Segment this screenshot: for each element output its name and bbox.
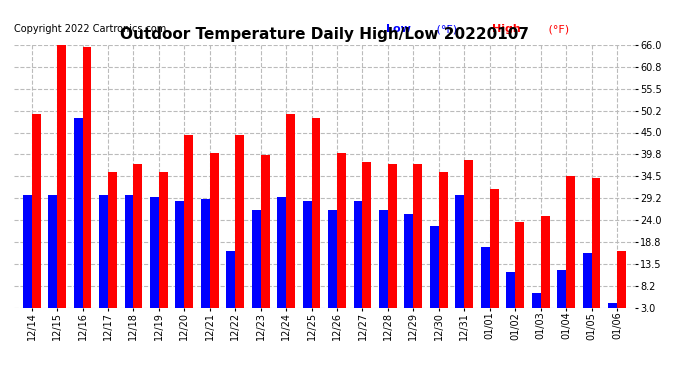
- Bar: [490, 189, 499, 308]
- Bar: [184, 135, 193, 308]
- Bar: [413, 164, 422, 308]
- Bar: [124, 195, 133, 308]
- Bar: [99, 195, 108, 308]
- Bar: [506, 272, 515, 308]
- Bar: [32, 114, 41, 308]
- Bar: [541, 216, 549, 308]
- Title: Outdoor Temperature Daily High/Low 20220107: Outdoor Temperature Daily High/Low 20220…: [120, 27, 529, 42]
- Bar: [617, 251, 626, 308]
- Bar: [532, 293, 541, 308]
- Bar: [159, 172, 168, 308]
- Bar: [312, 118, 320, 308]
- Bar: [515, 222, 524, 308]
- Bar: [558, 270, 566, 308]
- Bar: [303, 201, 312, 308]
- Bar: [591, 178, 600, 308]
- Bar: [252, 210, 261, 308]
- Text: Copyright 2022 Cartronics.com: Copyright 2022 Cartronics.com: [14, 24, 166, 34]
- Bar: [337, 153, 346, 308]
- Bar: [57, 45, 66, 308]
- Bar: [210, 153, 219, 308]
- Bar: [175, 201, 184, 308]
- Bar: [404, 214, 413, 308]
- Bar: [277, 197, 286, 308]
- Text: High: High: [492, 24, 521, 34]
- Bar: [74, 118, 83, 308]
- Bar: [388, 164, 397, 308]
- Bar: [235, 135, 244, 308]
- Bar: [261, 155, 270, 308]
- Bar: [379, 210, 388, 308]
- Bar: [608, 303, 617, 307]
- Bar: [23, 195, 32, 308]
- Bar: [83, 47, 91, 308]
- Bar: [455, 195, 464, 308]
- Bar: [439, 172, 448, 308]
- Text: (°F): (°F): [433, 24, 457, 34]
- Bar: [464, 160, 473, 308]
- Bar: [582, 254, 591, 308]
- Bar: [150, 197, 159, 308]
- Bar: [481, 247, 490, 308]
- Bar: [226, 251, 235, 308]
- Bar: [286, 114, 295, 308]
- Bar: [108, 172, 117, 308]
- Text: (°F): (°F): [545, 24, 569, 34]
- Text: Low: Low: [386, 24, 411, 34]
- Bar: [430, 226, 439, 308]
- Bar: [353, 201, 362, 308]
- Bar: [201, 199, 210, 308]
- Bar: [328, 210, 337, 308]
- Bar: [48, 195, 57, 308]
- Bar: [566, 176, 575, 308]
- Bar: [362, 162, 371, 308]
- Bar: [133, 164, 142, 308]
